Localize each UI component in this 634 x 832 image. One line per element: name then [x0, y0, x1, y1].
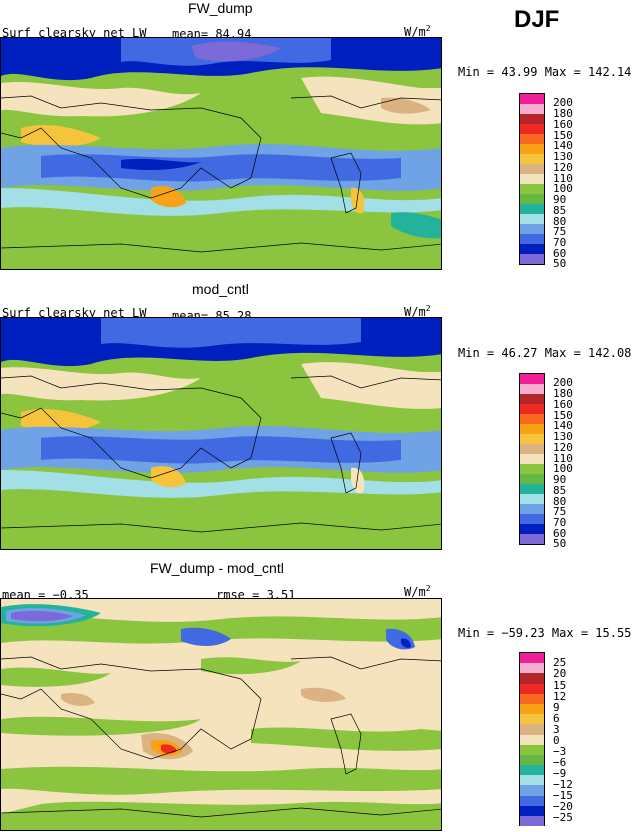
- colorbar-tick: 200: [553, 96, 573, 109]
- units-exponent: 2: [425, 24, 431, 33]
- colorbar-tick: −15: [553, 789, 573, 802]
- colorbar-tick: −6: [553, 756, 567, 769]
- units-label: W/m2: [404, 304, 431, 319]
- colorbar-tick: 130: [553, 430, 573, 443]
- colorbar-tick: −25: [553, 811, 573, 824]
- units-base: W/m: [404, 25, 426, 39]
- colorbar-tick: 70: [553, 236, 567, 249]
- colorbar-tick: 3: [553, 723, 560, 736]
- colorbar-tick: 50: [553, 257, 567, 270]
- colorbar-tick: 6: [553, 712, 560, 725]
- colorbar: [519, 93, 545, 265]
- colorbar: [519, 652, 545, 827]
- colorbar-tick: 75: [553, 225, 567, 238]
- units-label: W/m2: [404, 24, 431, 39]
- colorbar-tick: 75: [553, 505, 567, 518]
- colorbar-tick: 140: [553, 419, 573, 432]
- colorbar-tick: 25: [553, 656, 567, 669]
- units-base: W/m: [404, 585, 426, 599]
- colorbar-tick: 100: [553, 182, 573, 195]
- colorbar-tick: 110: [553, 452, 573, 465]
- colorbar-tick: −9: [553, 767, 567, 780]
- units-base: W/m: [404, 305, 426, 319]
- colorbar-tick: 120: [553, 441, 573, 454]
- min-max-readout: Min = 43.99 Max = 142.14: [458, 65, 632, 79]
- contour-map: [0, 37, 442, 270]
- min-max-readout: Min = −59.23 Max = 15.55: [458, 626, 632, 640]
- colorbar-tick: 90: [553, 193, 567, 206]
- colorbar-tick: 160: [553, 118, 573, 131]
- colorbar-tick: 50: [553, 537, 567, 550]
- colorbar-tick: 90: [553, 473, 567, 486]
- colorbar-tick: 80: [553, 215, 567, 228]
- colorbar-tick: −12: [553, 778, 573, 791]
- colorbar-tick: 130: [553, 150, 573, 163]
- colorbar-tick: 180: [553, 107, 573, 120]
- colorbar-tick: 15: [553, 679, 567, 692]
- colorbar-tick: 60: [553, 247, 567, 260]
- colorbar-tick: 20: [553, 667, 567, 680]
- colorbar-tick: 85: [553, 204, 567, 217]
- panel-title: mod_cntl: [192, 281, 249, 297]
- colorbar-tick: 0: [553, 734, 560, 747]
- colorbar-tick: 85: [553, 484, 567, 497]
- panel-title: FW_dump: [188, 0, 253, 16]
- colorbar-tick: 70: [553, 516, 567, 529]
- contour-map: [0, 317, 442, 550]
- colorbar-tick: 150: [553, 129, 573, 142]
- colorbar-tick: 110: [553, 172, 573, 185]
- colorbar: [519, 373, 545, 545]
- colorbar-tick: 12: [553, 690, 567, 703]
- field-label: Surf clearsky net LW: [2, 26, 147, 40]
- colorbar-tick: 180: [553, 387, 573, 400]
- units-exponent: 2: [425, 304, 431, 313]
- colorbar-tick: 60: [553, 527, 567, 540]
- colorbar-tick: −20: [553, 800, 573, 813]
- panel-title: FW_dump - mod_cntl: [150, 560, 284, 576]
- colorbar-tick: 200: [553, 376, 573, 389]
- units-exponent: 2: [425, 584, 431, 593]
- units-label: W/m2: [404, 584, 431, 599]
- season-label: DJF: [514, 6, 560, 33]
- colorbar-tick: 160: [553, 398, 573, 411]
- colorbar-tick: 120: [553, 161, 573, 174]
- field-label: Surf clearsky net LW: [2, 306, 147, 320]
- colorbar-tick: 9: [553, 701, 560, 714]
- colorbar-tick: −3: [553, 745, 567, 758]
- colorbar-tick: 150: [553, 409, 573, 422]
- colorbar-tick: 80: [553, 495, 567, 508]
- min-max-readout: Min = 46.27 Max = 142.08: [458, 346, 632, 360]
- colorbar-tick: 100: [553, 462, 573, 475]
- contour-map: [0, 598, 442, 831]
- colorbar-tick: 140: [553, 139, 573, 152]
